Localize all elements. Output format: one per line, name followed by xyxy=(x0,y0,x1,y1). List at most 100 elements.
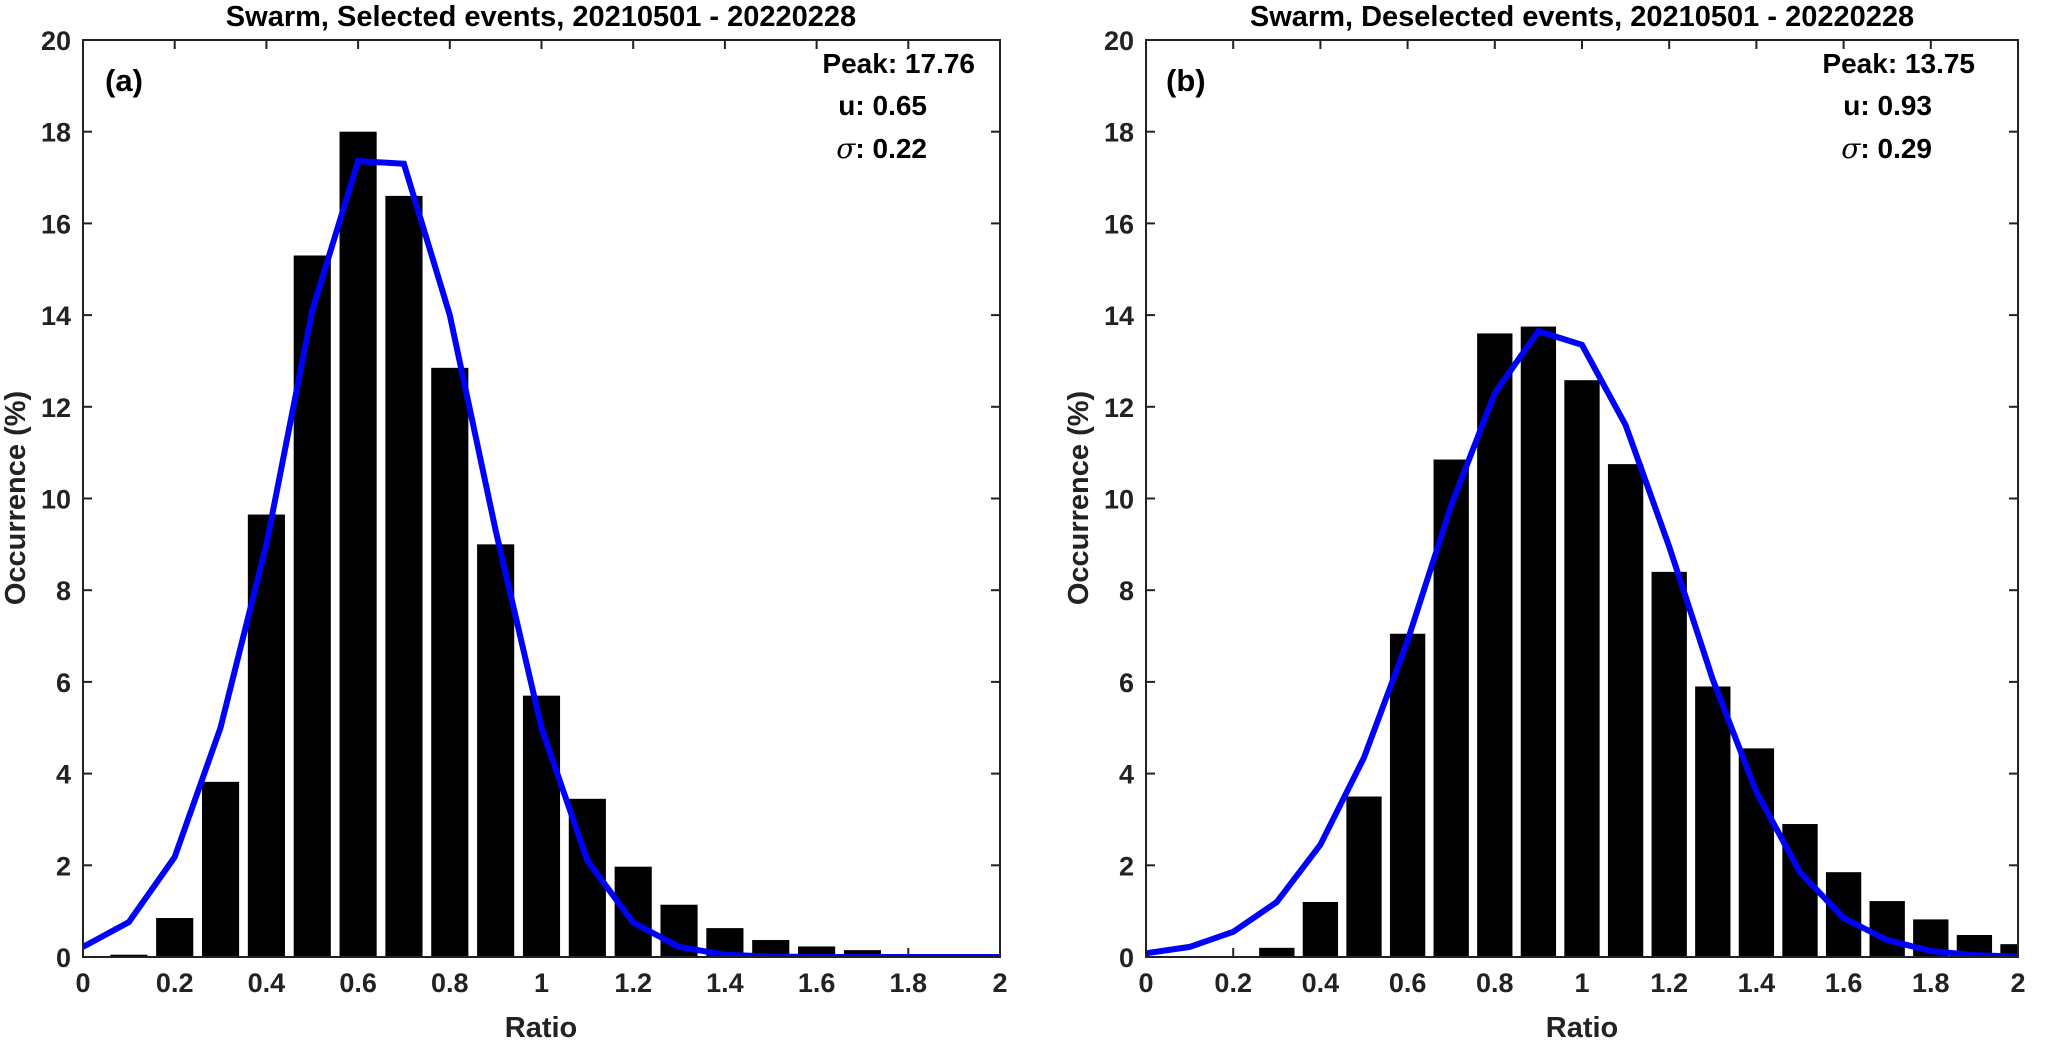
axes-frame xyxy=(1145,39,2019,958)
x-tick-label: 1 xyxy=(534,968,549,998)
bar xyxy=(752,940,790,957)
x-tick-label: 1.4 xyxy=(1738,968,1776,998)
y-tick-label: 14 xyxy=(1104,301,1134,331)
y-axis: 0 2 4 6 8 10 12 14 16 18 20 xyxy=(1104,26,2018,973)
bar xyxy=(293,255,331,957)
y-axis-label: Occurrence (%) xyxy=(1063,391,1095,605)
y-axis: 0 2 4 6 8 10 12 14 16 18 20 xyxy=(41,26,1000,973)
y-tick-label: 6 xyxy=(1119,668,1134,698)
panel-a: Swarm, Selected events, 20210501 - 20220… xyxy=(0,1,1008,1042)
sigma-symbol: σ xyxy=(836,132,856,165)
y-axis-label: Occurrence (%) xyxy=(0,391,32,605)
y-tick-label: 6 xyxy=(56,668,71,698)
bar xyxy=(110,954,148,957)
x-tick-label: 1.8 xyxy=(1912,968,1950,998)
stat-peak: Peak: 17.76 xyxy=(822,48,975,79)
x-tick-label: 1.4 xyxy=(706,968,744,998)
bar xyxy=(1346,796,1382,957)
y-tick-label: 20 xyxy=(41,26,71,56)
x-axis-label: Ratio xyxy=(1546,1012,1619,1042)
y-tick-label: 8 xyxy=(56,576,71,606)
x-tick-label: 0.2 xyxy=(1214,968,1252,998)
x-tick-label: 1.6 xyxy=(1825,968,1863,998)
y-tick-label: 16 xyxy=(41,209,71,239)
x-tick-label: 2 xyxy=(2010,968,2025,998)
y-tick-label: 18 xyxy=(1104,118,1134,148)
bar xyxy=(1259,947,1295,957)
x-axis: 0 0.2 0.4 0.6 0.8 1 1.2 1.4 1.6 1.8 2 xyxy=(1138,40,2026,998)
stat-sigma: σ: 0.22 xyxy=(836,132,927,165)
x-tick-label: 0.8 xyxy=(431,968,469,998)
x-tick-label: 0.6 xyxy=(1389,968,1427,998)
y-tick-label: 2 xyxy=(56,851,71,881)
panel-label: (a) xyxy=(105,63,143,98)
bar xyxy=(385,195,423,957)
chart-title: Swarm, Selected events, 20210501 - 20220… xyxy=(226,1,856,33)
bar xyxy=(1651,571,1687,957)
x-tick-label: 1.2 xyxy=(614,968,652,998)
stat-peak: Peak: 13.75 xyxy=(1822,48,1975,79)
bar xyxy=(1869,901,1905,957)
bar xyxy=(1564,380,1600,957)
x-tick-label: 1 xyxy=(1574,968,1589,998)
bar xyxy=(247,514,285,957)
x-tick-label: 0 xyxy=(75,968,90,998)
gaussian-fit-line xyxy=(1146,327,2018,957)
axes-frame xyxy=(82,39,1001,958)
bar xyxy=(614,866,652,957)
x-axis-label: Ratio xyxy=(505,1012,578,1042)
bars xyxy=(1259,326,2018,957)
y-tick-label: 12 xyxy=(1104,393,1134,423)
bar xyxy=(1389,633,1426,957)
y-tick-label: 4 xyxy=(1119,760,1134,790)
bar xyxy=(1477,333,1513,957)
y-tick-label: 14 xyxy=(41,301,71,331)
x-tick-label: 0.4 xyxy=(248,968,286,998)
y-tick-label: 16 xyxy=(1104,209,1134,239)
y-tick-label: 0 xyxy=(56,943,71,973)
bar xyxy=(431,367,469,957)
bar xyxy=(1695,686,1731,957)
bar xyxy=(339,131,377,957)
y-tick-label: 12 xyxy=(41,393,71,423)
x-axis: 0 0.2 0.4 0.6 0.8 1 1.2 1.4 1.6 1.8 2 xyxy=(75,40,1008,998)
bar xyxy=(798,946,836,957)
x-tick-label: 0.4 xyxy=(1302,968,1340,998)
y-tick-label: 20 xyxy=(1104,26,1134,56)
x-tick-label: 0.2 xyxy=(156,968,194,998)
bar xyxy=(1607,464,1644,957)
x-tick-label: 0 xyxy=(1138,968,1153,998)
bars xyxy=(110,131,973,957)
x-tick-label: 2 xyxy=(992,968,1007,998)
x-tick-label: 0.6 xyxy=(339,968,377,998)
bar xyxy=(1520,326,1557,957)
y-tick-label: 10 xyxy=(1104,485,1134,515)
bar xyxy=(156,918,194,957)
gaussian-fit-line xyxy=(83,157,1000,957)
bar xyxy=(1302,901,1339,957)
y-tick-label: 10 xyxy=(41,485,71,515)
sigma-value: : 0.29 xyxy=(1860,133,1932,164)
y-tick-label: 4 xyxy=(56,760,71,790)
sigma-value: : 0.22 xyxy=(855,133,927,164)
bar xyxy=(843,950,882,957)
y-tick-label: 8 xyxy=(1119,576,1134,606)
x-tick-label: 1.2 xyxy=(1650,968,1688,998)
x-tick-label: 1.6 xyxy=(798,968,836,998)
y-tick-label: 18 xyxy=(41,118,71,148)
y-tick-label: 0 xyxy=(1119,943,1134,973)
bar xyxy=(201,781,240,957)
stat-mu: u: 0.65 xyxy=(838,90,927,121)
bar xyxy=(1738,748,1775,957)
x-tick-label: 1.8 xyxy=(890,968,928,998)
stat-sigma: σ: 0.29 xyxy=(1841,132,1932,165)
bar xyxy=(522,695,561,957)
sigma-symbol: σ xyxy=(1841,132,1861,165)
y-tick-label: 2 xyxy=(1119,851,1134,881)
x-tick-label: 0.8 xyxy=(1476,968,1514,998)
stat-mu: u: 0.93 xyxy=(1843,90,1932,121)
panel-label: (b) xyxy=(1166,63,1206,98)
chart-title: Swarm, Deselected events, 20210501 - 202… xyxy=(1250,1,1914,33)
panel-b: Swarm, Deselected events, 20210501 - 202… xyxy=(1063,1,2026,1042)
